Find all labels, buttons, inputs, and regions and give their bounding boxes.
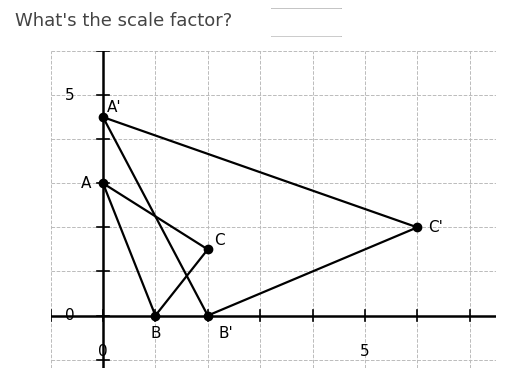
Text: What's the scale factor?: What's the scale factor? <box>15 12 232 30</box>
Text: 5: 5 <box>65 87 74 103</box>
Text: A': A' <box>107 100 122 115</box>
Text: B: B <box>150 326 160 341</box>
FancyBboxPatch shape <box>268 8 343 37</box>
Text: C': C' <box>427 220 442 235</box>
Text: 0: 0 <box>98 344 108 359</box>
Text: 0: 0 <box>65 308 74 323</box>
Text: 5: 5 <box>360 344 369 359</box>
Text: C: C <box>214 233 224 248</box>
Text: B': B' <box>218 326 233 341</box>
Text: A: A <box>81 176 91 191</box>
